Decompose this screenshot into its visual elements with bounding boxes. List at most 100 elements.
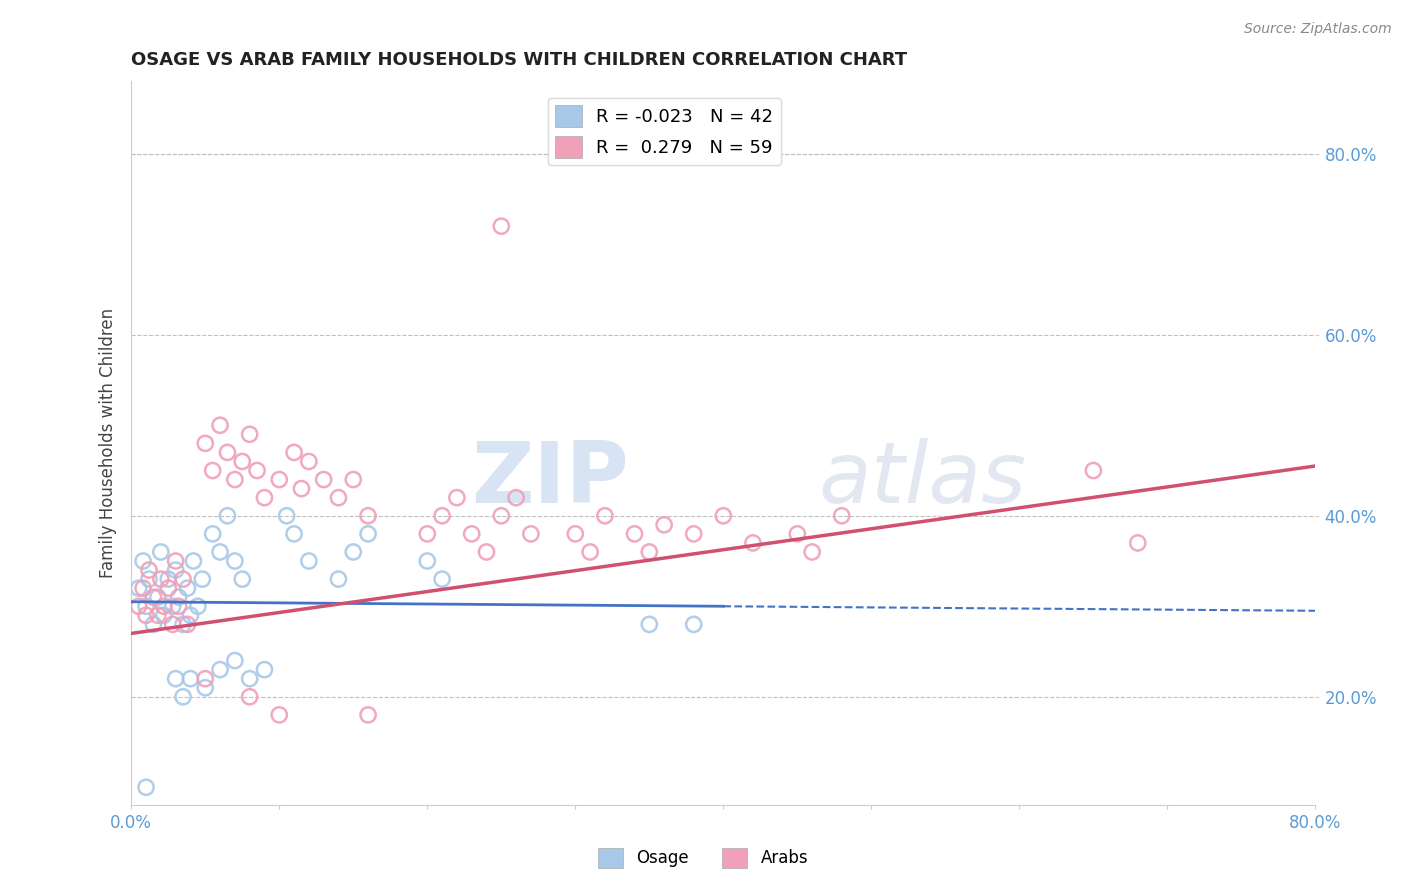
Point — [1083, 463, 1105, 477]
Point — [224, 654, 246, 668]
Point — [491, 219, 513, 234]
Point — [638, 545, 661, 559]
Point — [239, 672, 262, 686]
Point — [290, 482, 312, 496]
Point — [142, 617, 165, 632]
Point — [276, 508, 298, 523]
Text: atlas: atlas — [818, 438, 1026, 521]
Point — [579, 545, 602, 559]
Point — [520, 527, 543, 541]
Point — [172, 690, 194, 704]
Point — [209, 418, 232, 433]
Point — [194, 672, 217, 686]
Point — [135, 608, 157, 623]
Point — [172, 617, 194, 632]
Point — [128, 581, 150, 595]
Point — [209, 545, 232, 559]
Text: ZIP: ZIP — [471, 438, 628, 521]
Point — [138, 572, 160, 586]
Point — [183, 554, 205, 568]
Point — [742, 536, 765, 550]
Point — [167, 599, 190, 614]
Point — [682, 527, 704, 541]
Point — [253, 663, 276, 677]
Point — [357, 527, 380, 541]
Point — [652, 517, 675, 532]
Point — [342, 473, 364, 487]
Point — [132, 581, 155, 595]
Point — [162, 599, 184, 614]
Point — [682, 617, 704, 632]
Point — [162, 617, 184, 632]
Point — [231, 454, 253, 468]
Point — [801, 545, 824, 559]
Point — [179, 608, 201, 623]
Point — [253, 491, 276, 505]
Point — [176, 581, 198, 595]
Point — [194, 681, 217, 695]
Point — [231, 572, 253, 586]
Point — [201, 527, 224, 541]
Point — [172, 572, 194, 586]
Point — [132, 554, 155, 568]
Point — [165, 672, 187, 686]
Point — [217, 508, 239, 523]
Point — [239, 427, 262, 442]
Point — [283, 445, 305, 459]
Point — [430, 572, 453, 586]
Point — [146, 591, 169, 605]
Point — [623, 527, 645, 541]
Point — [209, 663, 232, 677]
Point — [157, 572, 180, 586]
Point — [128, 599, 150, 614]
Point — [194, 436, 217, 450]
Point — [201, 463, 224, 477]
Point — [179, 672, 201, 686]
Point — [269, 473, 291, 487]
Point — [1126, 536, 1149, 550]
Point — [224, 554, 246, 568]
Point — [446, 491, 468, 505]
Point — [298, 454, 321, 468]
Point — [191, 572, 214, 586]
Point — [298, 554, 321, 568]
Point — [416, 527, 439, 541]
Point — [593, 508, 616, 523]
Point — [153, 608, 176, 623]
Point — [135, 780, 157, 795]
Point — [475, 545, 498, 559]
Point — [217, 445, 239, 459]
Point — [246, 463, 269, 477]
Point — [564, 527, 586, 541]
Point — [283, 527, 305, 541]
Point — [357, 508, 380, 523]
Point — [328, 572, 350, 586]
Point — [312, 473, 335, 487]
Text: Source: ZipAtlas.com: Source: ZipAtlas.com — [1244, 22, 1392, 37]
Point — [786, 527, 808, 541]
Point — [239, 690, 262, 704]
Point — [328, 491, 350, 505]
Point — [357, 707, 380, 722]
Point — [149, 545, 172, 559]
Point — [138, 563, 160, 577]
Point — [638, 617, 661, 632]
Point — [342, 545, 364, 559]
Text: OSAGE VS ARAB FAMILY HOUSEHOLDS WITH CHILDREN CORRELATION CHART: OSAGE VS ARAB FAMILY HOUSEHOLDS WITH CHI… — [131, 51, 907, 69]
Point — [491, 508, 513, 523]
Point — [149, 572, 172, 586]
Point — [153, 599, 176, 614]
Legend: Osage, Arabs: Osage, Arabs — [591, 841, 815, 875]
Point — [269, 707, 291, 722]
Point — [142, 591, 165, 605]
Point — [187, 599, 209, 614]
Point — [416, 554, 439, 568]
Point — [135, 599, 157, 614]
Point — [224, 473, 246, 487]
Point — [460, 527, 482, 541]
Point — [167, 591, 190, 605]
Point — [146, 608, 169, 623]
Legend: R = -0.023   N = 42, R =  0.279   N = 59: R = -0.023 N = 42, R = 0.279 N = 59 — [547, 97, 780, 165]
Y-axis label: Family Households with Children: Family Households with Children — [100, 309, 117, 578]
Point — [165, 563, 187, 577]
